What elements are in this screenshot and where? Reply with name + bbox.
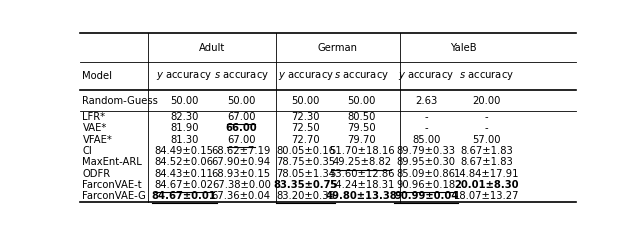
Text: 89.79±0.33: 89.79±0.33 [397, 146, 456, 156]
Text: 81.90: 81.90 [170, 123, 198, 133]
Text: YaleB: YaleB [450, 43, 477, 53]
Text: 79.50: 79.50 [348, 123, 376, 133]
Text: 84.49±0.15: 84.49±0.15 [155, 146, 214, 156]
Text: 72.70: 72.70 [291, 135, 320, 145]
Text: 50.00: 50.00 [170, 96, 198, 106]
Text: -: - [424, 123, 428, 133]
Text: 72.50: 72.50 [291, 123, 320, 133]
Text: 53.60±12.86: 53.60±12.86 [329, 169, 394, 179]
Text: 90.96±0.18: 90.96±0.18 [397, 180, 456, 190]
Text: 72.30: 72.30 [291, 112, 320, 122]
Text: $y$ accuracy: $y$ accuracy [278, 69, 334, 82]
Text: Model: Model [83, 71, 113, 81]
Text: 8.67±1.83: 8.67±1.83 [460, 157, 513, 167]
Text: 51.70±18.16: 51.70±18.16 [329, 146, 394, 156]
Text: FarconVAE-G: FarconVAE-G [83, 191, 147, 201]
Text: 67.36±0.04: 67.36±0.04 [212, 191, 271, 201]
Text: Random-Guess: Random-Guess [83, 96, 158, 106]
Text: 57.00: 57.00 [472, 135, 501, 145]
Text: $s$ accuracy: $s$ accuracy [214, 69, 269, 82]
Text: $s$ accuracy: $s$ accuracy [459, 69, 515, 82]
Text: 2.63: 2.63 [415, 96, 437, 106]
Text: VAE*: VAE* [83, 123, 107, 133]
Text: 84.67±0.02: 84.67±0.02 [155, 180, 214, 190]
Text: 85.00: 85.00 [412, 135, 440, 145]
Text: -: - [485, 112, 488, 122]
Text: 49.80±13.38: 49.80±13.38 [326, 191, 397, 201]
Text: 90.99±0.04: 90.99±0.04 [394, 191, 458, 201]
Text: 8.67±1.83: 8.67±1.83 [460, 146, 513, 156]
Text: 82.30: 82.30 [170, 112, 198, 122]
Text: $y$ accuracy: $y$ accuracy [398, 69, 454, 82]
Text: 85.09±0.86: 85.09±0.86 [397, 169, 456, 179]
Text: 83.35±0.75: 83.35±0.75 [273, 180, 338, 190]
Text: LFR*: LFR* [83, 112, 106, 122]
Text: 80.05±0.16: 80.05±0.16 [276, 146, 335, 156]
Text: 84.52±0.06: 84.52±0.06 [155, 157, 214, 167]
Text: 67.00: 67.00 [227, 112, 255, 122]
Text: FarconVAE-t: FarconVAE-t [83, 180, 142, 190]
Text: 78.75±0.35: 78.75±0.35 [276, 157, 335, 167]
Text: 83.20±0.35: 83.20±0.35 [276, 191, 335, 201]
Text: 68.93±0.15: 68.93±0.15 [212, 169, 271, 179]
Text: 78.05±1.34: 78.05±1.34 [276, 169, 335, 179]
Text: 84.43±0.11: 84.43±0.11 [155, 169, 214, 179]
Text: 84.67±0.01: 84.67±0.01 [152, 191, 216, 201]
Text: 18.07±13.27: 18.07±13.27 [454, 191, 520, 201]
Text: 50.00: 50.00 [227, 96, 255, 106]
Text: 50.00: 50.00 [348, 96, 376, 106]
Text: 67.90±0.94: 67.90±0.94 [212, 157, 271, 167]
Text: 79.70: 79.70 [348, 135, 376, 145]
Text: German: German [318, 43, 358, 53]
Text: 54.24±18.31: 54.24±18.31 [329, 180, 394, 190]
Text: 49.25±8.82: 49.25±8.82 [332, 157, 391, 167]
Text: 20.00: 20.00 [472, 96, 501, 106]
Text: -: - [485, 123, 488, 133]
Text: ODFR: ODFR [83, 169, 111, 179]
Text: 80.50: 80.50 [348, 112, 376, 122]
Text: -: - [424, 112, 428, 122]
Text: 14.84±17.91: 14.84±17.91 [454, 169, 520, 179]
Text: 67.38±0.00: 67.38±0.00 [212, 180, 271, 190]
Text: 20.01±8.30: 20.01±8.30 [454, 180, 519, 190]
Text: 68.62±7.19: 68.62±7.19 [211, 146, 271, 156]
Text: $s$ accuracy: $s$ accuracy [334, 69, 389, 82]
Text: 81.30: 81.30 [170, 135, 198, 145]
Text: $y$ accuracy: $y$ accuracy [156, 69, 212, 82]
Text: CI: CI [83, 146, 92, 156]
Text: 89.95±0.30: 89.95±0.30 [397, 157, 456, 167]
Text: 67.00: 67.00 [227, 135, 255, 145]
Text: 50.00: 50.00 [291, 96, 320, 106]
Text: MaxEnt-ARL: MaxEnt-ARL [83, 157, 142, 167]
Text: Adult: Adult [199, 43, 225, 53]
Text: VFAE*: VFAE* [83, 135, 113, 145]
Text: 66.00: 66.00 [225, 123, 257, 133]
